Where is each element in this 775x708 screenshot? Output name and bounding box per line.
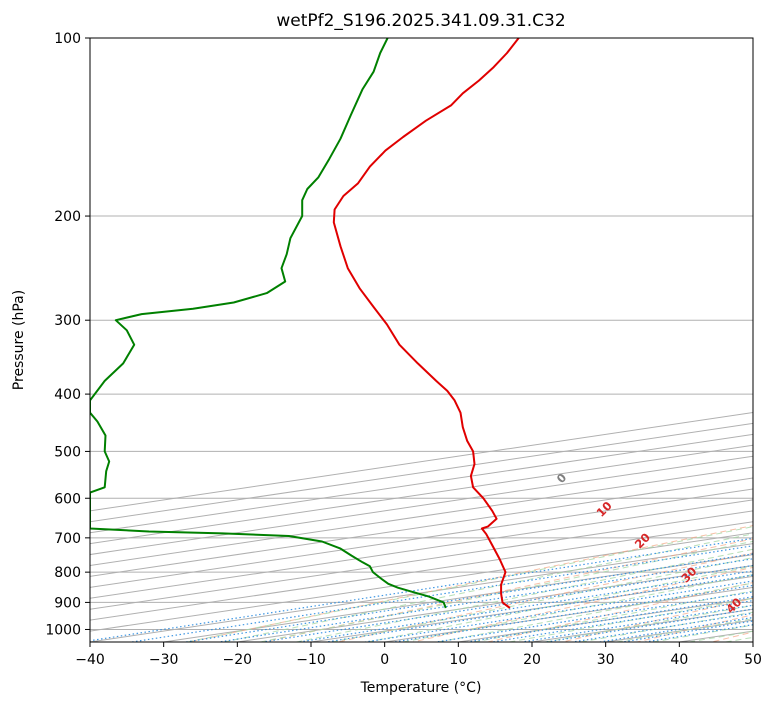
isotherm-line	[90, 444, 753, 545]
y-tick-label: 400	[54, 387, 81, 403]
dry-adiabat	[412, 566, 753, 642]
isotherm-line	[90, 510, 753, 610]
x-tick-label: −40	[75, 652, 105, 668]
x-axis-label: Temperature (°C)	[360, 680, 482, 696]
moist-adiabat	[580, 611, 753, 642]
moist-adiabat	[509, 597, 753, 642]
moist-adiabat	[438, 582, 753, 642]
mixing-ratio-line	[572, 612, 753, 642]
moist-adiabat	[725, 636, 753, 642]
isotherm-line	[458, 597, 753, 642]
dry-adiabat	[263, 538, 753, 642]
data-series	[90, 38, 520, 609]
x-tick-label: −30	[149, 652, 179, 668]
axis-ticks: −40 −30 −20 −10 0 10 20 30 40 50 100 200 300 400 500 60…	[45, 31, 762, 668]
x-tick-label: −20	[223, 652, 253, 668]
x-tick-label: 40	[670, 652, 688, 668]
isotherm-line	[90, 466, 753, 566]
isotherm-line	[90, 455, 753, 556]
y-tick-label: 1000	[45, 622, 81, 638]
x-tick-label: 20	[523, 652, 541, 668]
x-tick-label: 50	[744, 652, 762, 668]
isotherm-line	[752, 641, 753, 642]
mixing-ratio-line	[90, 537, 753, 642]
moist-adiabat	[260, 540, 753, 642]
isotherm-line	[90, 543, 753, 642]
y-axis-label: Pressure (hPa)	[11, 290, 27, 390]
line-labels: 0.10.20.40.611.52346810131620253036-100-…	[554, 470, 745, 616]
y-tick-label: 800	[54, 565, 81, 581]
plot-frame	[89, 37, 754, 643]
dry-adiabat	[188, 525, 753, 642]
x-tick-label: 10	[449, 652, 467, 668]
y-tick-label: 900	[54, 595, 81, 611]
mixing-ratio-line	[299, 570, 753, 642]
isotherm-line	[90, 521, 753, 621]
y-tick-label: 500	[54, 444, 81, 460]
x-tick-label: −10	[296, 652, 326, 668]
y-tick-label: 600	[54, 491, 81, 507]
temperature-line	[332, 38, 520, 609]
isotherm-line	[90, 532, 753, 632]
chart-title: wetPf2_S196.2025.341.09.31.C32	[276, 11, 565, 31]
grid-lines	[90, 38, 753, 642]
mixing-ratio-line	[131, 545, 753, 642]
isotherm-line	[90, 433, 753, 534]
isotherm-line	[90, 477, 753, 577]
x-tick-label: 0	[380, 652, 389, 668]
isotherm-line	[90, 488, 753, 588]
mixing-ratio-line	[218, 558, 753, 642]
isotherm-line	[90, 411, 753, 512]
y-tick-label: 200	[54, 209, 81, 225]
isotherm-line	[90, 422, 753, 523]
moist-adiabat	[296, 548, 753, 642]
y-tick-label: 100	[54, 31, 81, 47]
mixing-ratio-line	[365, 580, 753, 642]
mixing-ratio-line	[546, 608, 753, 642]
isotherm-line	[90, 499, 753, 599]
moist-adiabat	[332, 557, 753, 642]
y-tick-label: 700	[54, 531, 81, 547]
x-tick-label: 30	[597, 652, 615, 668]
isotherm-line	[384, 586, 753, 642]
dry-adiabat	[711, 631, 753, 642]
y-tick-label: 300	[54, 313, 81, 329]
dewpoint-line	[90, 38, 447, 609]
moist-adiabat	[403, 574, 753, 642]
isotherm-line	[531, 608, 753, 642]
